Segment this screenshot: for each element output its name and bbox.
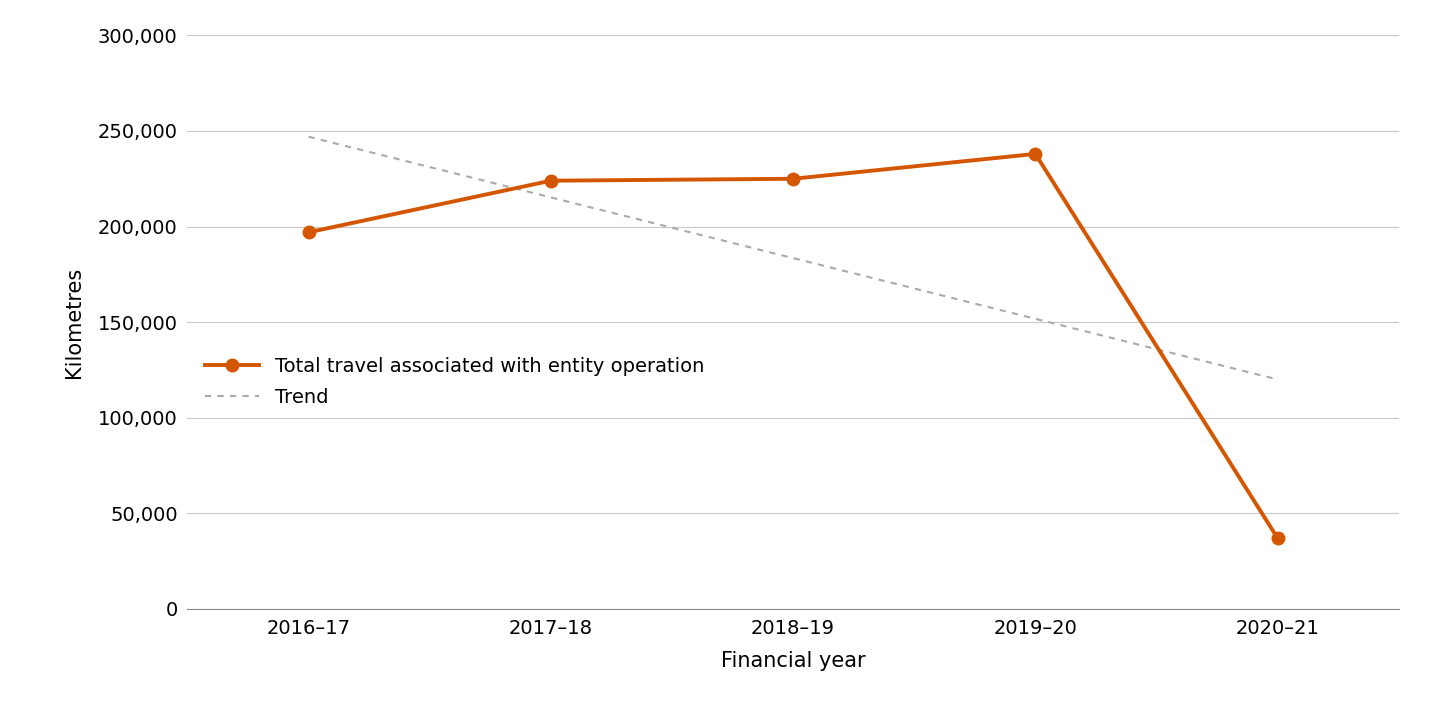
Legend: Total travel associated with entity operation, Trend: Total travel associated with entity oper… (198, 349, 712, 414)
X-axis label: Financial year: Financial year (721, 651, 865, 671)
Y-axis label: Kilometres: Kilometres (63, 266, 84, 378)
